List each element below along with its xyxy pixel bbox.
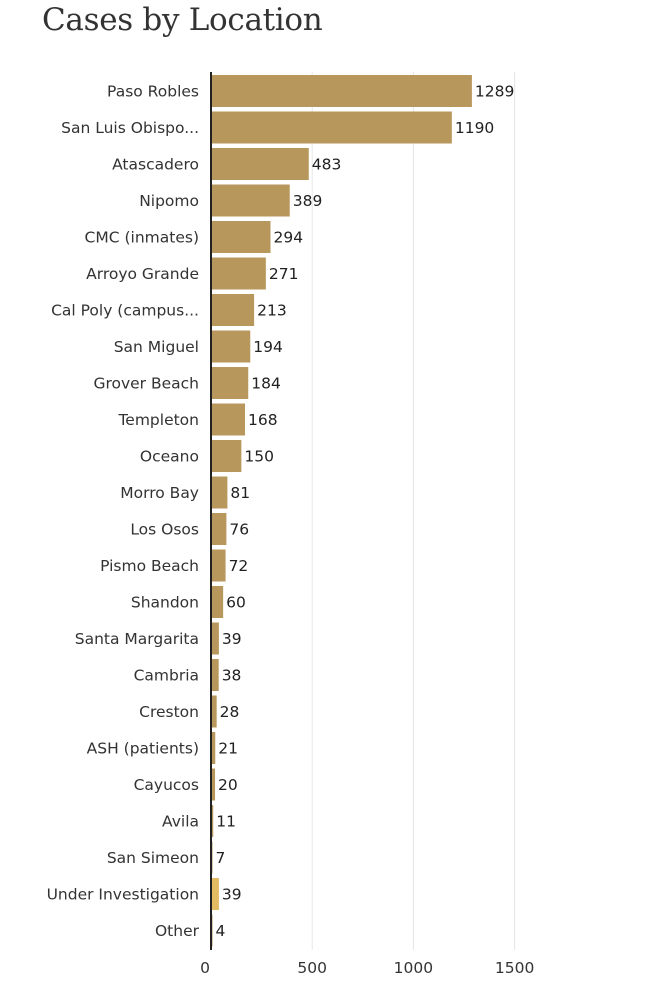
category-label: ASH (patients) [87,740,199,758]
value-label: 1190 [455,119,494,137]
category-label: San Simeon [107,849,199,867]
value-label: 168 [248,411,278,429]
bar [211,257,266,290]
bar [211,476,228,509]
value-label: 39 [222,886,242,904]
value-label: 1289 [475,83,514,101]
value-label: 20 [218,776,238,794]
value-label: 389 [293,192,323,210]
bar [211,221,271,253]
value-label: 271 [269,265,299,283]
value-label: 150 [244,448,274,466]
bar [211,403,246,436]
category-label: San Miguel [114,338,199,356]
bar [211,586,224,618]
bar [211,75,472,107]
value-label: 213 [257,302,287,320]
category-label: Atascadero [112,156,199,174]
bar [211,367,249,399]
x-tick-label: 1500 [495,959,534,977]
value-label: 11 [216,813,236,831]
bar [211,440,242,472]
value-labels: 1289 1190 483 389 294 271 213 194 184 168 150 81 76 7… [216,83,515,941]
x-tick-label: 0 [200,959,210,977]
category-label: Arroyo Grande [86,265,199,283]
x-tick-label: 500 [297,959,327,977]
bar [211,805,214,837]
x-tick-label: 1000 [394,959,433,977]
bar [211,184,290,217]
bar [211,732,216,764]
bar [211,622,219,655]
value-label: 4 [216,922,226,940]
category-label: Templeton [117,411,199,429]
category-label: San Luis Obispo... [61,119,199,137]
category-label: Avila [162,813,199,831]
bar [211,768,216,801]
bar [211,513,227,545]
category-label: Under Investigation [47,886,199,904]
value-label: 7 [216,849,226,867]
bar [211,695,217,728]
value-label: 21 [218,740,238,758]
bar [211,148,309,180]
value-label: 294 [274,229,304,247]
value-label: 39 [222,630,242,648]
category-label: Cayucos [134,776,199,794]
chart-title: Cases by Location [42,2,323,38]
bar [211,111,452,144]
category-label: Los Osos [130,521,199,539]
bar [211,330,251,363]
category-labels: Paso Robles San Luis Obispo... Atascadero N… [47,83,200,941]
value-label: 483 [312,156,342,174]
value-label: 72 [229,557,249,575]
value-label: 28 [220,703,240,721]
value-label: 60 [226,594,246,612]
category-label: Santa Margarita [75,630,199,648]
category-label: Grover Beach [93,375,199,393]
category-label: Nipomo [139,192,199,210]
category-label: Shandon [131,594,199,612]
value-label: 194 [253,338,283,356]
bars [211,75,472,947]
category-label: Oceano [140,448,199,466]
bar [211,878,219,910]
category-label: Cambria [134,667,199,685]
bar [211,549,226,582]
value-label: 184 [251,375,281,393]
category-label: Morro Bay [120,484,199,502]
bar [211,294,255,326]
value-label: 81 [230,484,250,502]
category-label: Cal Poly (campus... [51,302,199,320]
x-axis-ticks: 0 500 1000 1500 [200,959,534,977]
category-label: CMC (inmates) [85,229,199,247]
category-label: Paso Robles [107,83,199,101]
value-label: 38 [222,667,242,685]
category-label: Creston [139,703,199,721]
category-label: Pismo Beach [100,557,199,575]
category-label: Other [155,922,200,940]
bar [211,659,219,691]
gridlines [311,72,516,950]
value-label: 76 [229,521,249,539]
